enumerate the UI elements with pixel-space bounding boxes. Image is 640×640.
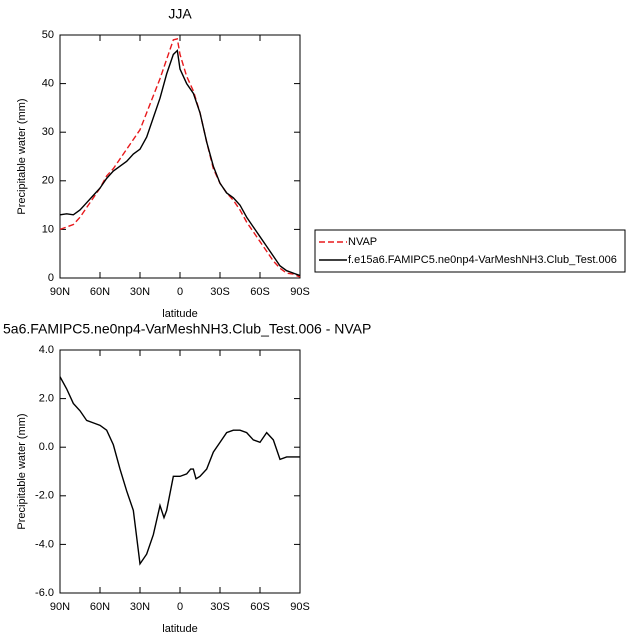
y-tick-label: -6.0 (35, 587, 54, 599)
chart-title: 5a6.FAMIPC5.ne0np4-VarMeshNH3.Club_Test.… (3, 321, 371, 337)
x-tick-label: 0 (177, 286, 183, 298)
x-tick-label: 60N (90, 601, 110, 613)
legend-box (314, 229, 626, 273)
y-tick-label: 0 (48, 272, 54, 284)
y-axis-label: Precipitable water (mm) (16, 413, 28, 529)
y-tick-label: 4.0 (39, 344, 54, 356)
x-tick-label: 0 (177, 601, 183, 613)
x-tick-label: 30N (130, 286, 150, 298)
x-tick-label: 90S (290, 601, 310, 613)
data-line (59, 376, 300, 566)
x-tick-label: 60N (90, 286, 110, 298)
y-tick-label: 30 (42, 126, 54, 138)
x-tick-label: 30N (130, 601, 150, 613)
y-tick-label: 40 (42, 78, 54, 90)
data-line (59, 38, 301, 278)
legend-label: f.e15a6.FAMIPC5.ne0np4-VarMeshNH3.Club_T… (348, 254, 617, 266)
x-tick-label: 90N (50, 601, 70, 613)
y-axis-label: Precipitable water (mm) (16, 98, 28, 214)
chart-title: JJA (168, 6, 192, 22)
x-tick-label: 90S (290, 286, 310, 298)
x-tick-label: 30S (210, 286, 230, 298)
y-tick-label: 2.0 (39, 393, 54, 405)
y-tick-label: -2.0 (35, 490, 54, 502)
y-tick-label: 10 (42, 223, 54, 235)
plot-frame (59, 349, 301, 594)
x-axis-label: latitude (162, 308, 197, 320)
x-axis-label: latitude (162, 623, 197, 635)
y-tick-label: -4.0 (35, 538, 54, 550)
legend-label: NVAP (348, 236, 377, 248)
x-tick-label: 60S (250, 286, 270, 298)
y-tick-label: 50 (42, 29, 54, 41)
y-tick-label: 0.0 (39, 441, 54, 453)
x-tick-label: 90N (50, 286, 70, 298)
data-line (59, 49, 301, 277)
y-tick-label: 20 (42, 175, 54, 187)
x-tick-label: 30S (210, 601, 230, 613)
x-tick-label: 60S (250, 601, 270, 613)
